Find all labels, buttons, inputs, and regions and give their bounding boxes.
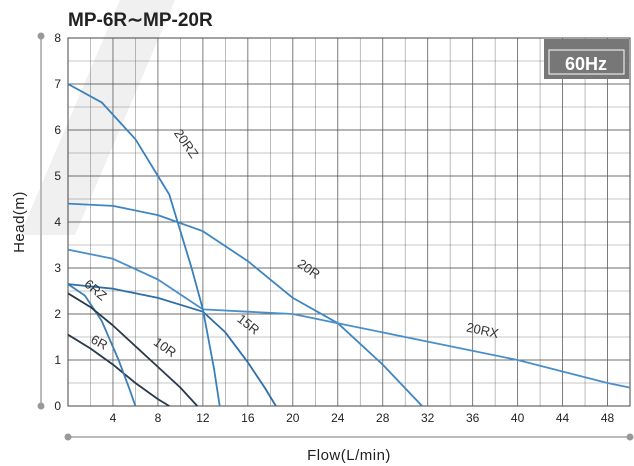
axis-rails bbox=[37, 32, 634, 441]
series-label-20rx: 20RX bbox=[465, 320, 500, 342]
x-tick-label: 44 bbox=[556, 411, 570, 425]
series-label-6rz: 6RZ bbox=[81, 276, 110, 303]
frequency-badge-inner bbox=[548, 49, 625, 75]
series-label-6r: 6R bbox=[88, 332, 110, 353]
x-axis-rail-right-dot bbox=[626, 433, 634, 441]
frequency-badge-bg bbox=[544, 39, 629, 79]
y-tick-label: 4 bbox=[54, 215, 61, 229]
y-tick-label: 1 bbox=[54, 353, 61, 367]
x-axis-label: Flow(L/min) bbox=[307, 447, 391, 464]
y-tick-label: 5 bbox=[54, 169, 61, 183]
y-axis-rail-bottom-dot bbox=[37, 402, 45, 410]
x-tick-label: 20 bbox=[286, 411, 300, 425]
series-label-20rz: 20RZ bbox=[171, 126, 202, 161]
x-tick-label: 24 bbox=[331, 411, 345, 425]
series-labels: 6R 6RZ 10R 15R 20R 20RX 20RZ bbox=[81, 126, 500, 360]
x-tick-label: 8 bbox=[155, 411, 162, 425]
series-line-20rz bbox=[67, 83, 221, 407]
series-label-15r: 15R bbox=[234, 311, 262, 338]
x-tick-label: 48 bbox=[601, 411, 615, 425]
series-line-10r bbox=[67, 292, 198, 407]
x-tick-label: 16 bbox=[241, 411, 255, 425]
y-axis-label: Head(m) bbox=[11, 191, 28, 253]
x-tick-label: 36 bbox=[466, 411, 480, 425]
watermark-stroke bbox=[20, 0, 175, 235]
frequency-badge-text: 60Hz bbox=[565, 54, 607, 74]
chart-title: MP-6R∼MP-20R bbox=[68, 10, 213, 31]
y-tick-label: 7 bbox=[54, 77, 61, 91]
frequency-badge: 60Hz bbox=[544, 39, 629, 79]
series-line-20rx bbox=[67, 248, 631, 389]
x-tick-label: 32 bbox=[421, 411, 435, 425]
series-label-20r: 20R bbox=[295, 256, 323, 282]
series-line-15r bbox=[67, 283, 277, 407]
x-tick-label: 4 bbox=[110, 411, 117, 425]
x-tick-label: 28 bbox=[376, 411, 390, 425]
x-tick-label: 40 bbox=[511, 411, 525, 425]
series-line-6rz bbox=[67, 283, 137, 407]
series-label-10r: 10R bbox=[151, 334, 179, 360]
x-tick-label: 12 bbox=[196, 411, 210, 425]
y-tick-label: 6 bbox=[54, 123, 61, 137]
series-line-20r bbox=[67, 202, 423, 407]
y-axis-rail-top-dot bbox=[37, 32, 45, 40]
y-tick-label: 3 bbox=[54, 261, 61, 275]
y-tick-label: 0 bbox=[54, 399, 61, 413]
series-lines bbox=[67, 83, 631, 407]
x-axis-rail-left-dot bbox=[64, 433, 72, 441]
y-tick-label: 2 bbox=[54, 307, 61, 321]
y-tick-label: 8 bbox=[54, 31, 61, 45]
grid-lines bbox=[68, 38, 630, 406]
